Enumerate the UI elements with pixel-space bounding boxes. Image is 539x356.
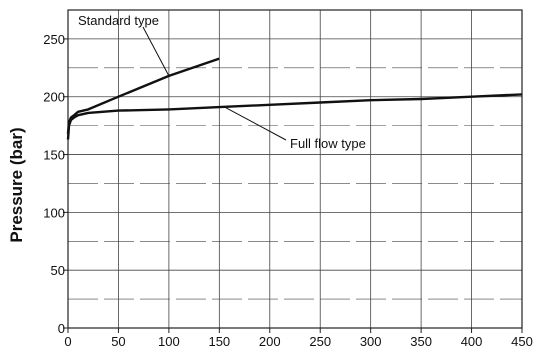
plot-frame [67,9,523,329]
x-tick-label-200: 200 [259,334,281,349]
y-tick-label-50: 50 [51,263,65,278]
x-tick-label-100: 100 [158,334,180,349]
annotation-full-flow-type: Full flow type [290,136,366,151]
axes [63,9,523,333]
grid [68,10,523,328]
x-tick-labels: 0 50 100 150 200 250 300 350 400 450 [64,334,532,349]
series-lines [66,57,523,140]
x-tick-label-250: 250 [309,334,331,349]
annotation-leader-standard [142,26,170,77]
annotation-leader-full-flow [224,106,287,141]
annotations: Standard type Full flow type [78,13,366,151]
series-line-standard-type [66,57,220,134]
x-tick-label-50: 50 [111,334,125,349]
y-tick-label-100: 100 [43,205,65,220]
annotation-standard-type: Standard type [78,13,159,28]
y-tick-label-0: 0 [58,321,65,336]
x-tick-label-400: 400 [461,334,483,349]
x-tick-label-300: 300 [360,334,382,349]
series-line-full-flow-type [66,93,523,140]
x-tick-label-450: 450 [511,334,533,349]
y-tick-label-250: 250 [43,32,65,47]
x-tick-label-150: 150 [208,334,230,349]
y-tick-label-150: 150 [43,148,65,163]
x-tick-label-0: 0 [64,334,71,349]
y-tick-label-200: 200 [43,90,65,105]
y-tick-labels: 0 50 100 150 200 250 [43,32,65,336]
y-axis-label: Pressure (bar) [7,127,26,242]
x-tick-label-350: 350 [410,334,432,349]
